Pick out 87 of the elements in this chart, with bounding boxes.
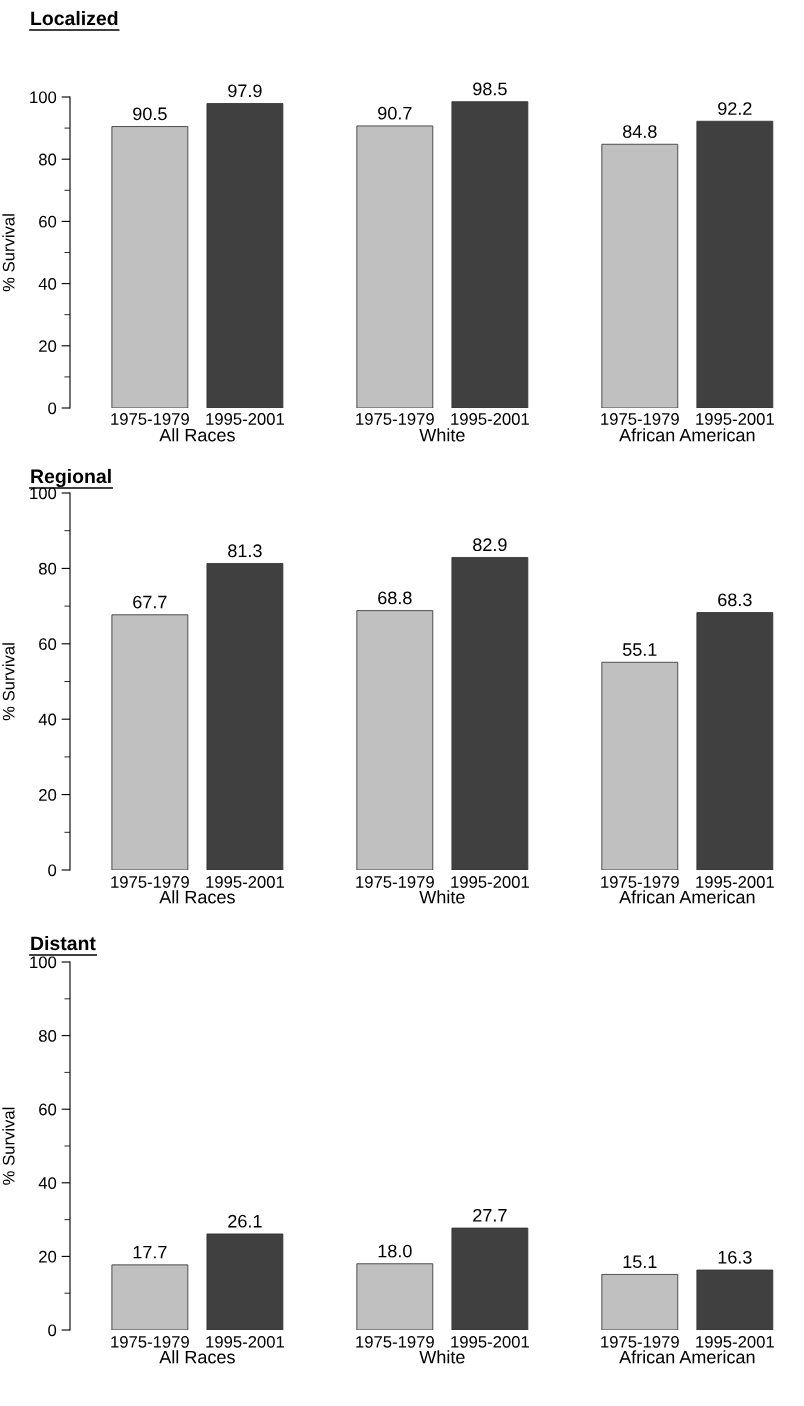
bar <box>356 610 434 870</box>
bar <box>601 143 679 408</box>
bar <box>451 557 529 870</box>
x-tick-label: White <box>419 890 465 904</box>
series-label: 1995-2001 <box>451 1335 529 1348</box>
bar <box>696 1269 774 1330</box>
series-label: 1995-2001 <box>451 413 529 425</box>
y-tick-label: 60 <box>39 638 57 650</box>
y-tick-label: 80 <box>38 1030 57 1042</box>
text: 1995-2001 <box>696 1335 774 1348</box>
text: 1995-2001 <box>206 413 284 425</box>
bar <box>206 1233 284 1330</box>
bar <box>111 1264 189 1330</box>
x-tick-label: All Races <box>159 890 235 904</box>
x-tick-label: African American <box>619 428 755 442</box>
chart-title: Regional <box>31 468 111 488</box>
y-tick-label: 60 <box>39 1103 57 1116</box>
x-tick-label: White <box>419 1350 465 1364</box>
data-label: 98.5 <box>473 82 507 96</box>
data-label: 90.7 <box>378 106 412 120</box>
y-tick-label: 0 <box>48 1324 57 1337</box>
data-label: 84.8 <box>623 125 657 138</box>
data-label: 55.1 <box>622 643 657 656</box>
bar <box>696 612 774 870</box>
bar <box>111 614 189 870</box>
text: 1975-1979 <box>356 413 434 425</box>
data-label: 68.3 <box>718 593 752 607</box>
y-tick-label: 20 <box>39 1250 57 1263</box>
y-tick-label: 20 <box>39 340 57 352</box>
y-tick-label: 80 <box>38 153 57 166</box>
text: 1975-1979 <box>356 876 434 888</box>
series-label: 1975-1979 <box>601 1335 679 1348</box>
y-axis-title: % Survival <box>2 1107 15 1185</box>
x-tick-label: African American <box>619 890 755 904</box>
y-axis-title: % Survival <box>2 214 15 292</box>
data-label: 18.0 <box>378 1244 412 1258</box>
data-label: 27.7 <box>473 1208 507 1222</box>
data-label: 82.9 <box>473 538 507 552</box>
y-tick-label: 20 <box>39 789 57 801</box>
y-tick-label: 40 <box>38 1177 57 1189</box>
y-axis-title: % Survival <box>2 643 15 721</box>
text: 1975-1979 <box>111 876 189 888</box>
x-tick-label: All Races <box>159 428 235 442</box>
data-label: 15.1 <box>623 1255 657 1269</box>
bar <box>451 1227 529 1330</box>
data-label: 17.7 <box>133 1245 167 1259</box>
x-tick-label: All Races <box>159 1350 235 1364</box>
bar <box>356 125 434 408</box>
chart-title: Localized <box>31 10 118 26</box>
series-label: 1975-1979 <box>601 876 679 888</box>
data-label: 26.1 <box>228 1214 262 1228</box>
bar <box>206 103 284 408</box>
y-tick-label: 40 <box>38 278 57 290</box>
bar <box>601 1274 679 1330</box>
series-label: 1975-1979 <box>601 413 679 425</box>
bar <box>111 126 189 408</box>
series-label: 1995-2001 <box>451 876 529 888</box>
y-tick-label: 100 <box>30 487 57 500</box>
text: 1995-2001 <box>696 413 774 425</box>
data-label: 81.3 <box>228 544 262 558</box>
y-tick-label: 60 <box>39 215 57 228</box>
text: 1975-1979 <box>356 1335 434 1348</box>
y-tick-label: 100 <box>30 91 57 104</box>
data-label: 68.8 <box>378 591 412 605</box>
data-label: 90.5 <box>133 107 167 121</box>
y-tick-label: 80 <box>38 562 57 575</box>
text: 1995-2001 <box>696 876 774 888</box>
y-tick-label: 0 <box>48 402 57 415</box>
y-tick-label: 40 <box>38 713 57 726</box>
text: 1995-2001 <box>206 876 284 888</box>
x-tick-label: African American <box>619 1350 755 1364</box>
bar <box>206 563 284 870</box>
bar <box>451 101 529 408</box>
bar <box>356 1263 434 1330</box>
x-tick-label: White <box>419 428 465 442</box>
data-label: 67.7 <box>133 595 167 609</box>
data-label: 97.9 <box>228 84 262 98</box>
chart-title: Distant <box>31 935 96 951</box>
data-label: 92.2 <box>718 102 752 115</box>
bar <box>601 661 679 870</box>
y-tick-label: 0 <box>48 864 57 877</box>
text: 1995-2001 <box>206 1335 284 1348</box>
text: 1975-1979 <box>111 1335 189 1348</box>
bar <box>696 120 774 408</box>
data-label: 16.3 <box>718 1250 752 1264</box>
y-tick-label: 100 <box>30 956 57 969</box>
text: 1975-1979 <box>111 413 189 425</box>
